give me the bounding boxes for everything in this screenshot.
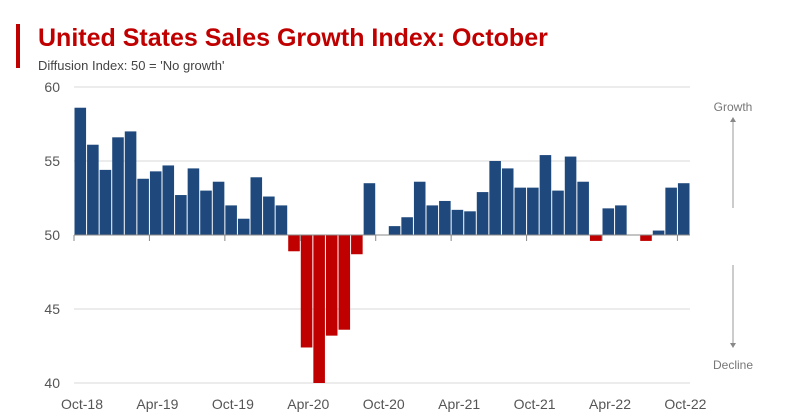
- x-tick-label: Apr-22: [589, 396, 631, 412]
- bar-Oct-18: [74, 107, 87, 235]
- bar-Jan-22: [564, 156, 577, 235]
- y-tick-label: 50: [44, 227, 60, 243]
- bar-Jan-20: [263, 196, 275, 235]
- bar-Jan-19: [112, 137, 124, 235]
- x-tick-label: Oct-20: [363, 396, 405, 412]
- bar-Mar-19: [137, 178, 149, 235]
- bar-Apr-19: [149, 171, 162, 235]
- bar-Dec-20: [401, 217, 413, 235]
- chart-title: United States Sales Growth Index: Octobe…: [38, 24, 548, 52]
- title-accent-bar: [16, 24, 20, 68]
- bar-Sep-21: [514, 187, 527, 235]
- growth-arrowhead-icon: [730, 117, 736, 122]
- y-tick-label: 40: [44, 375, 60, 391]
- bar-Nov-19: [237, 218, 250, 235]
- bar-May-21: [464, 211, 476, 235]
- bar-Jul-21: [489, 161, 501, 235]
- x-tick-label: Apr-20: [287, 396, 329, 412]
- x-tick-label: Oct-19: [212, 396, 254, 412]
- x-tick-label: Apr-19: [136, 396, 178, 412]
- bar-Feb-21: [426, 205, 439, 235]
- bar-Jun-20: [325, 235, 338, 336]
- bar-Jul-19: [187, 168, 200, 235]
- y-tick-label: 45: [44, 301, 60, 317]
- bar-Oct-19: [225, 205, 237, 235]
- bar-Nov-18: [87, 144, 99, 235]
- bar-Dec-18: [99, 169, 112, 235]
- bar-Jul-22: [640, 235, 652, 241]
- bar-Aug-22: [652, 230, 665, 235]
- bar-Aug-19: [200, 190, 212, 235]
- bar-Dec-21: [552, 190, 564, 235]
- y-tick-label: 60: [44, 79, 60, 95]
- decline-label: Decline: [713, 358, 753, 372]
- bar-Apr-20: [300, 235, 313, 348]
- bar-May-22: [615, 205, 627, 235]
- bar-Dec-19: [250, 177, 263, 235]
- bar-Oct-22: [677, 183, 690, 235]
- bar-Mar-20: [288, 235, 300, 252]
- x-tick-label: Oct-18: [61, 396, 103, 412]
- x-tick-label: Oct-21: [514, 396, 556, 412]
- bar-May-19: [162, 165, 175, 235]
- bar-Aug-21: [501, 168, 514, 235]
- bar-Jan-21: [413, 181, 426, 235]
- y-tick-label: 55: [44, 153, 60, 169]
- x-tick-label: Apr-21: [438, 396, 480, 412]
- bar-Mar-22: [589, 235, 602, 241]
- bar-Apr-21: [451, 209, 464, 235]
- growth-label: Growth: [714, 100, 753, 114]
- bar-Jun-19: [175, 195, 187, 235]
- bar-Aug-20: [351, 235, 363, 255]
- decline-arrowhead-icon: [730, 343, 736, 348]
- chart-subtitle: Diffusion Index: 50 = 'No growth': [38, 58, 225, 73]
- bar-Feb-22: [577, 181, 589, 235]
- bar-May-20: [313, 235, 325, 383]
- bar-Sep-20: [363, 183, 376, 235]
- bar-Feb-19: [124, 131, 137, 235]
- bar-Nov-21: [539, 155, 552, 235]
- bar-Nov-20: [388, 226, 401, 235]
- bar-Jun-21: [476, 192, 489, 235]
- bar-Feb-20: [275, 205, 288, 235]
- bar-Sep-22: [665, 187, 677, 235]
- bar-Apr-22: [602, 208, 615, 235]
- x-tick-label: Oct-22: [664, 396, 706, 412]
- bar-Mar-21: [439, 200, 451, 235]
- bar-Jul-20: [338, 235, 351, 330]
- bar-Sep-19: [212, 181, 225, 235]
- bar-Oct-21: [527, 187, 539, 235]
